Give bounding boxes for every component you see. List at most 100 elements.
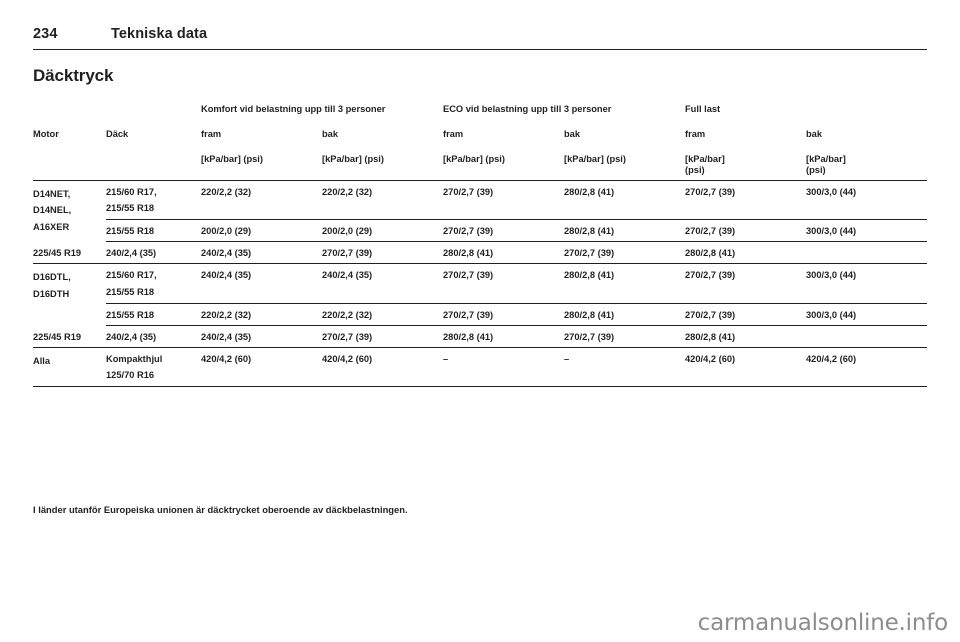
pressure-value: 280/2,8 (41) <box>685 248 736 259</box>
rule-cell <box>106 324 928 326</box>
pressure-value: 240/2,4 (35) <box>201 331 252 342</box>
rule-cell <box>33 263 928 265</box>
table-row-continuation: 215/55 R18 <box>33 202 927 220</box>
table-row: 215/55 R18 200/2,0 (29) 200/2,0 (29) 270… <box>33 220 927 242</box>
tyre-pressure-table-wrapper: Komfort vid belastning upp till 3 person… <box>33 104 928 387</box>
tyre-size: 215/55 R18 <box>106 309 155 320</box>
pressure-value: 300/3,0 (44) <box>806 270 857 281</box>
header-axle-2: bak <box>322 128 339 139</box>
header-unit-6: [kPa/bar] (psi) <box>806 143 927 181</box>
table-header-groups: Komfort vid belastning upp till 3 person… <box>33 104 927 120</box>
pressure-value: 420/4,2 (60) <box>806 353 857 364</box>
group-separator-rule <box>33 180 928 182</box>
pressure-value: 300/3,0 (44) <box>806 226 857 237</box>
pressure-value: 200/2,0 (29) <box>322 226 373 237</box>
header-unit-1: [kPa/bar] (psi) <box>201 153 263 164</box>
header-axle-1: fram <box>201 128 222 139</box>
table-header-units: [kPa/bar] (psi) [kPa/bar] (psi) [kPa/bar… <box>33 143 927 181</box>
table-row: 215/55 R18 220/2,2 (32) 220/2,2 (32) 270… <box>33 304 927 326</box>
spacer-cell <box>33 143 106 181</box>
pressure-value: 240/2,4 (35) <box>106 331 157 342</box>
pressure-value: 280/2,8 (41) <box>564 309 615 320</box>
pressure-value: 300/3,0 (44) <box>806 309 857 320</box>
header-group-fulllast: Full last <box>685 104 721 114</box>
pressure-value: 240/2,4 (35) <box>201 248 252 259</box>
pressure-value: 270/2,7 (39) <box>322 248 373 259</box>
rule-cell <box>33 386 928 387</box>
row-separator-rule <box>33 324 928 326</box>
engine-group-label: D14NET, D14NEL, A16XER <box>33 189 72 232</box>
tyre-size: 225/45 R19 <box>33 248 82 259</box>
header-group-komfort: Komfort vid belastning upp till 3 person… <box>201 104 386 114</box>
pressure-value: 240/2,4 (35) <box>106 248 157 259</box>
pressure-value: 200/2,0 (29) <box>201 226 252 237</box>
pressure-value: 420/4,2 (60) <box>685 353 736 364</box>
table-row-continuation: 125/70 R16 <box>33 369 927 387</box>
rule-cell <box>106 219 928 221</box>
pressure-value: 220/2,2 (32) <box>322 187 373 198</box>
header-axle-5: fram <box>685 128 706 139</box>
chapter-title: Tekniska data <box>111 26 208 42</box>
engine-group-label: D16DTL, D16DTH <box>33 272 71 299</box>
pressure-value: 420/4,2 (60) <box>201 353 252 364</box>
footnote: I länder utanför Europeiska unionen är d… <box>33 504 408 515</box>
tyre-size: 215/60 R17, <box>106 270 157 281</box>
header-unit-5-text: [kPa/bar] (psi) <box>685 153 725 175</box>
table-row: 225/45 R19 240/2,4 (35) 240/2,4 (35) 270… <box>33 326 927 348</box>
table-row: D14NET, D14NEL, A16XER 215/60 R17, 220/2… <box>33 181 927 232</box>
pressure-value: 220/2,2 (32) <box>201 187 252 198</box>
header-unit-6-text: [kPa/bar] (psi) <box>806 153 846 175</box>
tyre-size-second-line: 215/55 R18 <box>106 203 155 214</box>
header-axle-4: bak <box>564 128 581 139</box>
row-separator-rule <box>33 241 928 243</box>
tyre-size: 215/55 R18 <box>106 226 155 237</box>
header-group-eco: ECO vid belastning upp till 3 personer <box>443 104 612 114</box>
tyre-size: 215/60 R17, <box>106 187 157 198</box>
spacer-cell <box>33 104 106 120</box>
pressure-value: 270/2,7 (39) <box>685 187 736 198</box>
header-unit-4: [kPa/bar] (psi) <box>564 153 626 164</box>
pressure-value: 240/2,4 (35) <box>322 270 373 281</box>
pressure-value: 280/2,8 (41) <box>564 270 615 281</box>
pressure-value: 300/3,0 (44) <box>806 187 857 198</box>
pressure-value: 270/2,7 (39) <box>564 331 615 342</box>
pressure-value: 270/2,7 (39) <box>443 226 494 237</box>
group-separator-rule <box>33 347 928 348</box>
spacer-cell <box>106 104 201 120</box>
header-unit-5: [kPa/bar] (psi) <box>685 143 806 181</box>
header-unit-2: [kPa/bar] (psi) <box>322 153 384 164</box>
pressure-value: 280/2,8 (41) <box>564 226 615 237</box>
pressure-value: 270/2,7 (39) <box>685 309 736 320</box>
pressure-value: 280/2,8 (41) <box>564 187 615 198</box>
rule-cell <box>106 302 928 304</box>
pressure-value: 280/2,8 (41) <box>443 331 494 342</box>
pressure-value: 280/2,8 (41) <box>443 248 494 259</box>
spacer-cell <box>201 202 927 220</box>
pressure-value: 220/2,2 (32) <box>201 309 252 320</box>
page-number: 234 <box>33 26 58 42</box>
table-bottom-rule <box>33 386 928 387</box>
group-separator-rule <box>33 263 928 265</box>
spacer-cell <box>106 143 201 181</box>
running-head: 234 Tekniska data <box>33 26 927 48</box>
pressure-value: 270/2,7 (39) <box>564 248 615 259</box>
spacer-cell <box>201 369 927 387</box>
header-axle-3: fram <box>443 128 464 139</box>
page-title: Däcktryck <box>33 66 114 85</box>
header-motor: Motor <box>33 128 59 139</box>
pressure-value: 240/2,4 (35) <box>201 270 252 281</box>
site-watermark: carmanualsonline.info <box>697 610 949 636</box>
tyre-pressure-table: Komfort vid belastning upp till 3 person… <box>33 104 928 387</box>
spacer-cell <box>201 286 927 304</box>
rule-cell <box>33 347 928 348</box>
row-separator-rule <box>33 302 928 304</box>
pressure-value: 280/2,8 (41) <box>685 331 736 342</box>
pressure-value: 220/2,2 (32) <box>322 309 373 320</box>
tyre-size-second-line: 215/55 R18 <box>106 286 155 297</box>
pressure-value: 270/2,7 (39) <box>322 331 373 342</box>
pressure-value: 270/2,7 (39) <box>443 187 494 198</box>
tyre-size: Kompakthjul <box>106 353 163 364</box>
pressure-value: 270/2,7 (39) <box>443 309 494 320</box>
header-unit-3: [kPa/bar] (psi) <box>443 153 505 164</box>
